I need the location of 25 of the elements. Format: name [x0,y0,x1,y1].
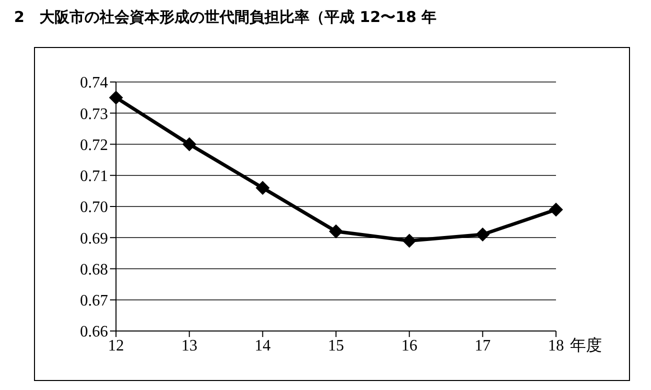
x-tick-label: 15 [328,337,344,354]
x-axis-title: 年度 [570,336,602,355]
chart-title: 2 大阪市の社会資本形成の世代間負担比率（平成 12〜18 年 [14,8,437,27]
point [549,202,563,217]
y-tick-label: 0.72 [80,136,108,154]
x-tick-label: 13 [181,337,198,354]
y-tick-label: 0.67 [80,292,108,310]
x-tick-label: 14 [254,337,271,354]
x-tick-label: 18 [548,337,564,354]
y-tick-label: 0.73 [80,106,108,123]
y-tick-label: 0.71 [80,168,108,186]
x-tick-label: 16 [401,337,418,354]
y-tick-label: 0.66 [80,324,108,341]
point [402,234,416,248]
y-tick-label: 0.69 [80,230,108,248]
y-tick-label: 0.74 [80,74,108,92]
x-tick-label: 12 [108,337,124,354]
y-tick-label: 0.70 [80,199,108,216]
x-tick-label: 17 [474,337,491,354]
y-tick-label: 0.68 [80,261,108,278]
point [329,224,343,238]
point [109,90,123,105]
point [476,228,490,242]
point [182,137,196,152]
point [256,180,270,195]
